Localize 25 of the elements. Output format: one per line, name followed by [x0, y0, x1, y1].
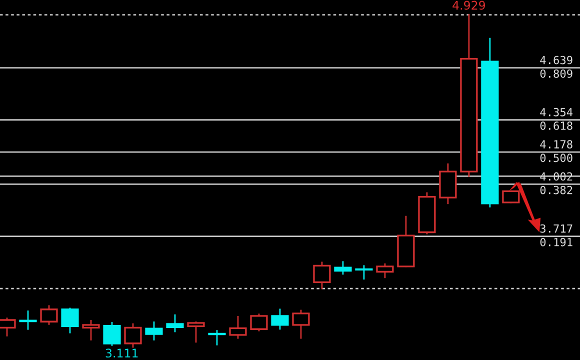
candlestick — [502, 190, 520, 204]
ref-line-label: 4.178 0.500 — [540, 140, 572, 162]
candlestick — [313, 262, 331, 290]
ref-line-label: 4.354 0.618 — [540, 108, 573, 130]
candlestick — [166, 314, 184, 332]
candlestick — [292, 310, 310, 339]
candlestick — [376, 263, 394, 278]
candlestick — [145, 321, 163, 340]
ref-line-label: 3.717 0.191 — [540, 224, 572, 246]
candlestick — [250, 314, 268, 332]
candlestick — [229, 316, 247, 339]
ref-line-label: 4.639 0.809 — [540, 56, 572, 78]
candlestick — [208, 330, 226, 346]
candlestick — [124, 323, 142, 348]
candlestick — [103, 322, 121, 346]
candlestick — [271, 308, 289, 330]
candlestick — [355, 265, 373, 280]
candlestick — [334, 261, 352, 275]
candlestick — [61, 308, 79, 334]
candlestick — [187, 321, 205, 343]
annotation: 4.929 — [452, 0, 485, 10]
annotation: 3.111 — [106, 348, 138, 358]
candlestick — [82, 320, 100, 340]
candlestick — [40, 305, 58, 325]
candlestick — [19, 310, 37, 330]
